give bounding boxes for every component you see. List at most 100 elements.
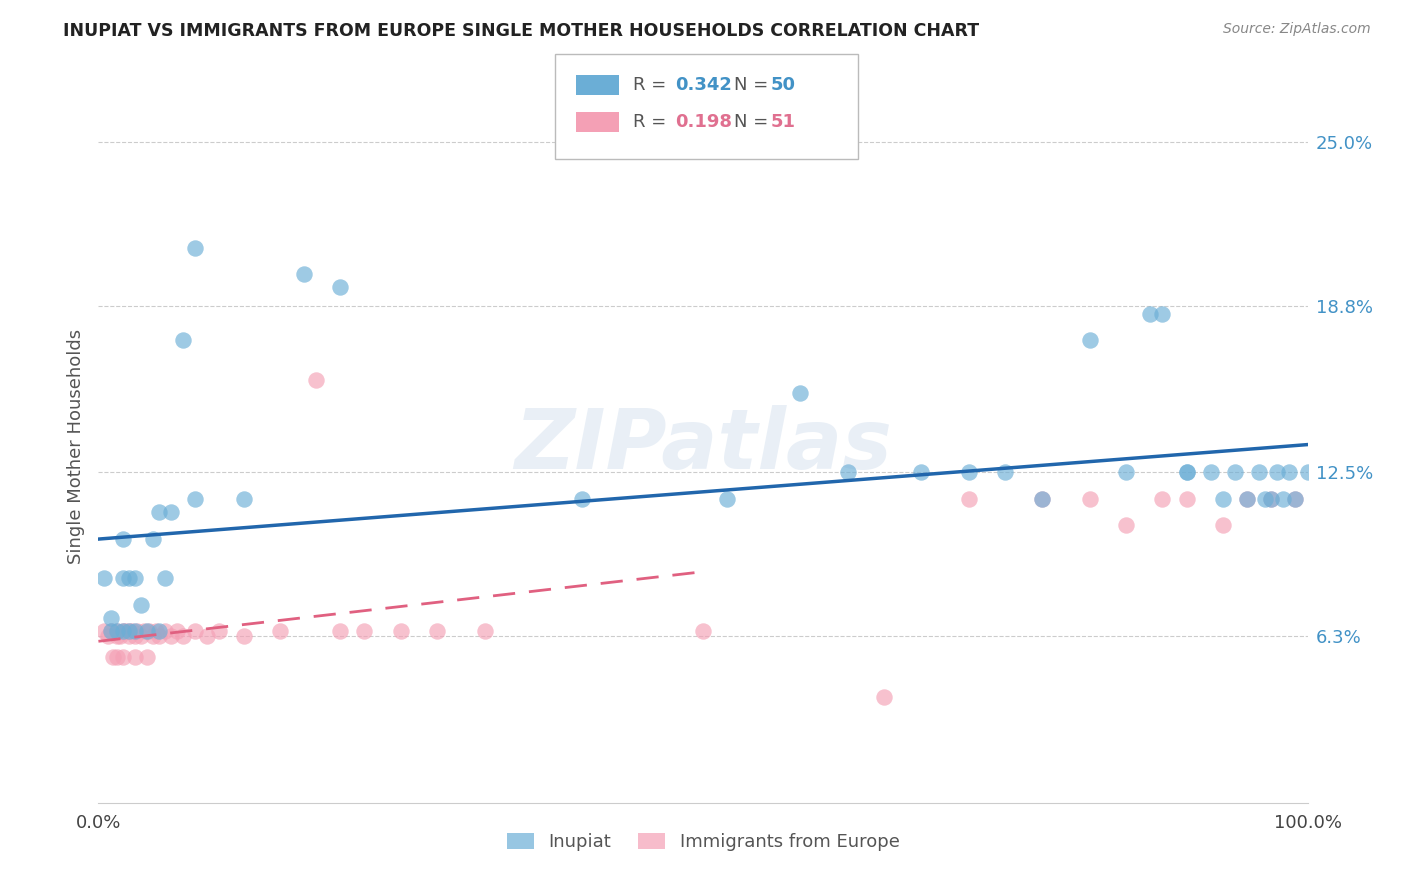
Text: 50: 50	[770, 76, 796, 94]
Point	[1212, 491, 1234, 506]
Point	[111, 571, 134, 585]
Point	[118, 629, 141, 643]
Point	[142, 629, 165, 643]
Point	[692, 624, 714, 638]
Point	[1260, 491, 1282, 506]
Point	[148, 624, 170, 638]
Point	[138, 624, 160, 638]
Point	[135, 650, 157, 665]
Point	[292, 267, 315, 281]
Point	[1212, 518, 1234, 533]
Point	[1272, 491, 1295, 506]
Point	[873, 690, 896, 704]
Point	[166, 624, 188, 638]
Y-axis label: Single Mother Households: Single Mother Households	[66, 328, 84, 564]
Point	[100, 624, 122, 638]
Text: ZIPatlas: ZIPatlas	[515, 406, 891, 486]
Point	[1115, 518, 1137, 533]
Point	[1031, 491, 1053, 506]
Point	[111, 624, 134, 638]
Point	[1175, 466, 1198, 480]
Text: INUPIAT VS IMMIGRANTS FROM EUROPE SINGLE MOTHER HOUSEHOLDS CORRELATION CHART: INUPIAT VS IMMIGRANTS FROM EUROPE SINGLE…	[63, 22, 980, 40]
Point	[1175, 491, 1198, 506]
Point	[127, 624, 149, 638]
Point	[118, 624, 141, 638]
Point	[994, 466, 1017, 480]
Point	[105, 624, 128, 638]
Point	[105, 624, 128, 638]
Point	[232, 491, 254, 506]
Point	[124, 629, 146, 643]
Point	[135, 624, 157, 638]
Point	[108, 629, 131, 643]
Point	[1078, 333, 1101, 347]
Point	[1152, 491, 1174, 506]
Point	[105, 650, 128, 665]
Point	[101, 650, 124, 665]
Text: N =: N =	[734, 76, 768, 94]
Point	[329, 624, 352, 638]
Point	[142, 532, 165, 546]
Point	[1236, 491, 1258, 506]
Text: Source: ZipAtlas.com: Source: ZipAtlas.com	[1223, 22, 1371, 37]
Point	[129, 629, 152, 643]
Point	[111, 624, 134, 638]
Point	[118, 624, 141, 638]
Point	[184, 624, 207, 638]
Text: R =: R =	[633, 76, 675, 94]
Point	[184, 491, 207, 506]
Point	[910, 466, 932, 480]
Point	[426, 624, 449, 638]
Point	[1078, 491, 1101, 506]
Point	[111, 650, 134, 665]
Point	[124, 650, 146, 665]
Text: 51: 51	[770, 113, 796, 131]
Point	[118, 571, 141, 585]
Point	[1296, 466, 1319, 480]
Point	[1115, 466, 1137, 480]
Point	[121, 624, 143, 638]
Point	[269, 624, 291, 638]
Text: N =: N =	[734, 113, 768, 131]
Point	[305, 373, 328, 387]
Text: 0.198: 0.198	[675, 113, 733, 131]
Point	[789, 386, 811, 401]
Point	[124, 624, 146, 638]
Point	[232, 629, 254, 643]
Point	[114, 624, 136, 638]
Point	[389, 624, 412, 638]
Point	[1284, 491, 1306, 506]
Point	[100, 611, 122, 625]
Point	[160, 629, 183, 643]
Point	[93, 571, 115, 585]
Point	[1284, 491, 1306, 506]
Point	[172, 333, 194, 347]
Point	[1260, 491, 1282, 506]
Point	[837, 466, 859, 480]
Point	[1254, 491, 1277, 506]
Point	[1236, 491, 1258, 506]
Point	[957, 491, 980, 506]
Point	[1267, 466, 1289, 480]
Text: 0.342: 0.342	[675, 76, 731, 94]
Point	[957, 466, 980, 480]
Point	[1223, 466, 1246, 480]
Point	[129, 598, 152, 612]
Point	[100, 624, 122, 638]
Point	[184, 241, 207, 255]
Point	[93, 624, 115, 638]
Legend: Inupiat, Immigrants from Europe: Inupiat, Immigrants from Europe	[499, 825, 907, 858]
Point	[124, 571, 146, 585]
Point	[1031, 491, 1053, 506]
Point	[134, 624, 156, 638]
Point	[571, 491, 593, 506]
Point	[153, 571, 176, 585]
Point	[474, 624, 496, 638]
Point	[1278, 466, 1301, 480]
Point	[1249, 466, 1271, 480]
Point	[1175, 466, 1198, 480]
Point	[153, 624, 176, 638]
Point	[105, 629, 128, 643]
Point	[148, 629, 170, 643]
Point	[172, 629, 194, 643]
